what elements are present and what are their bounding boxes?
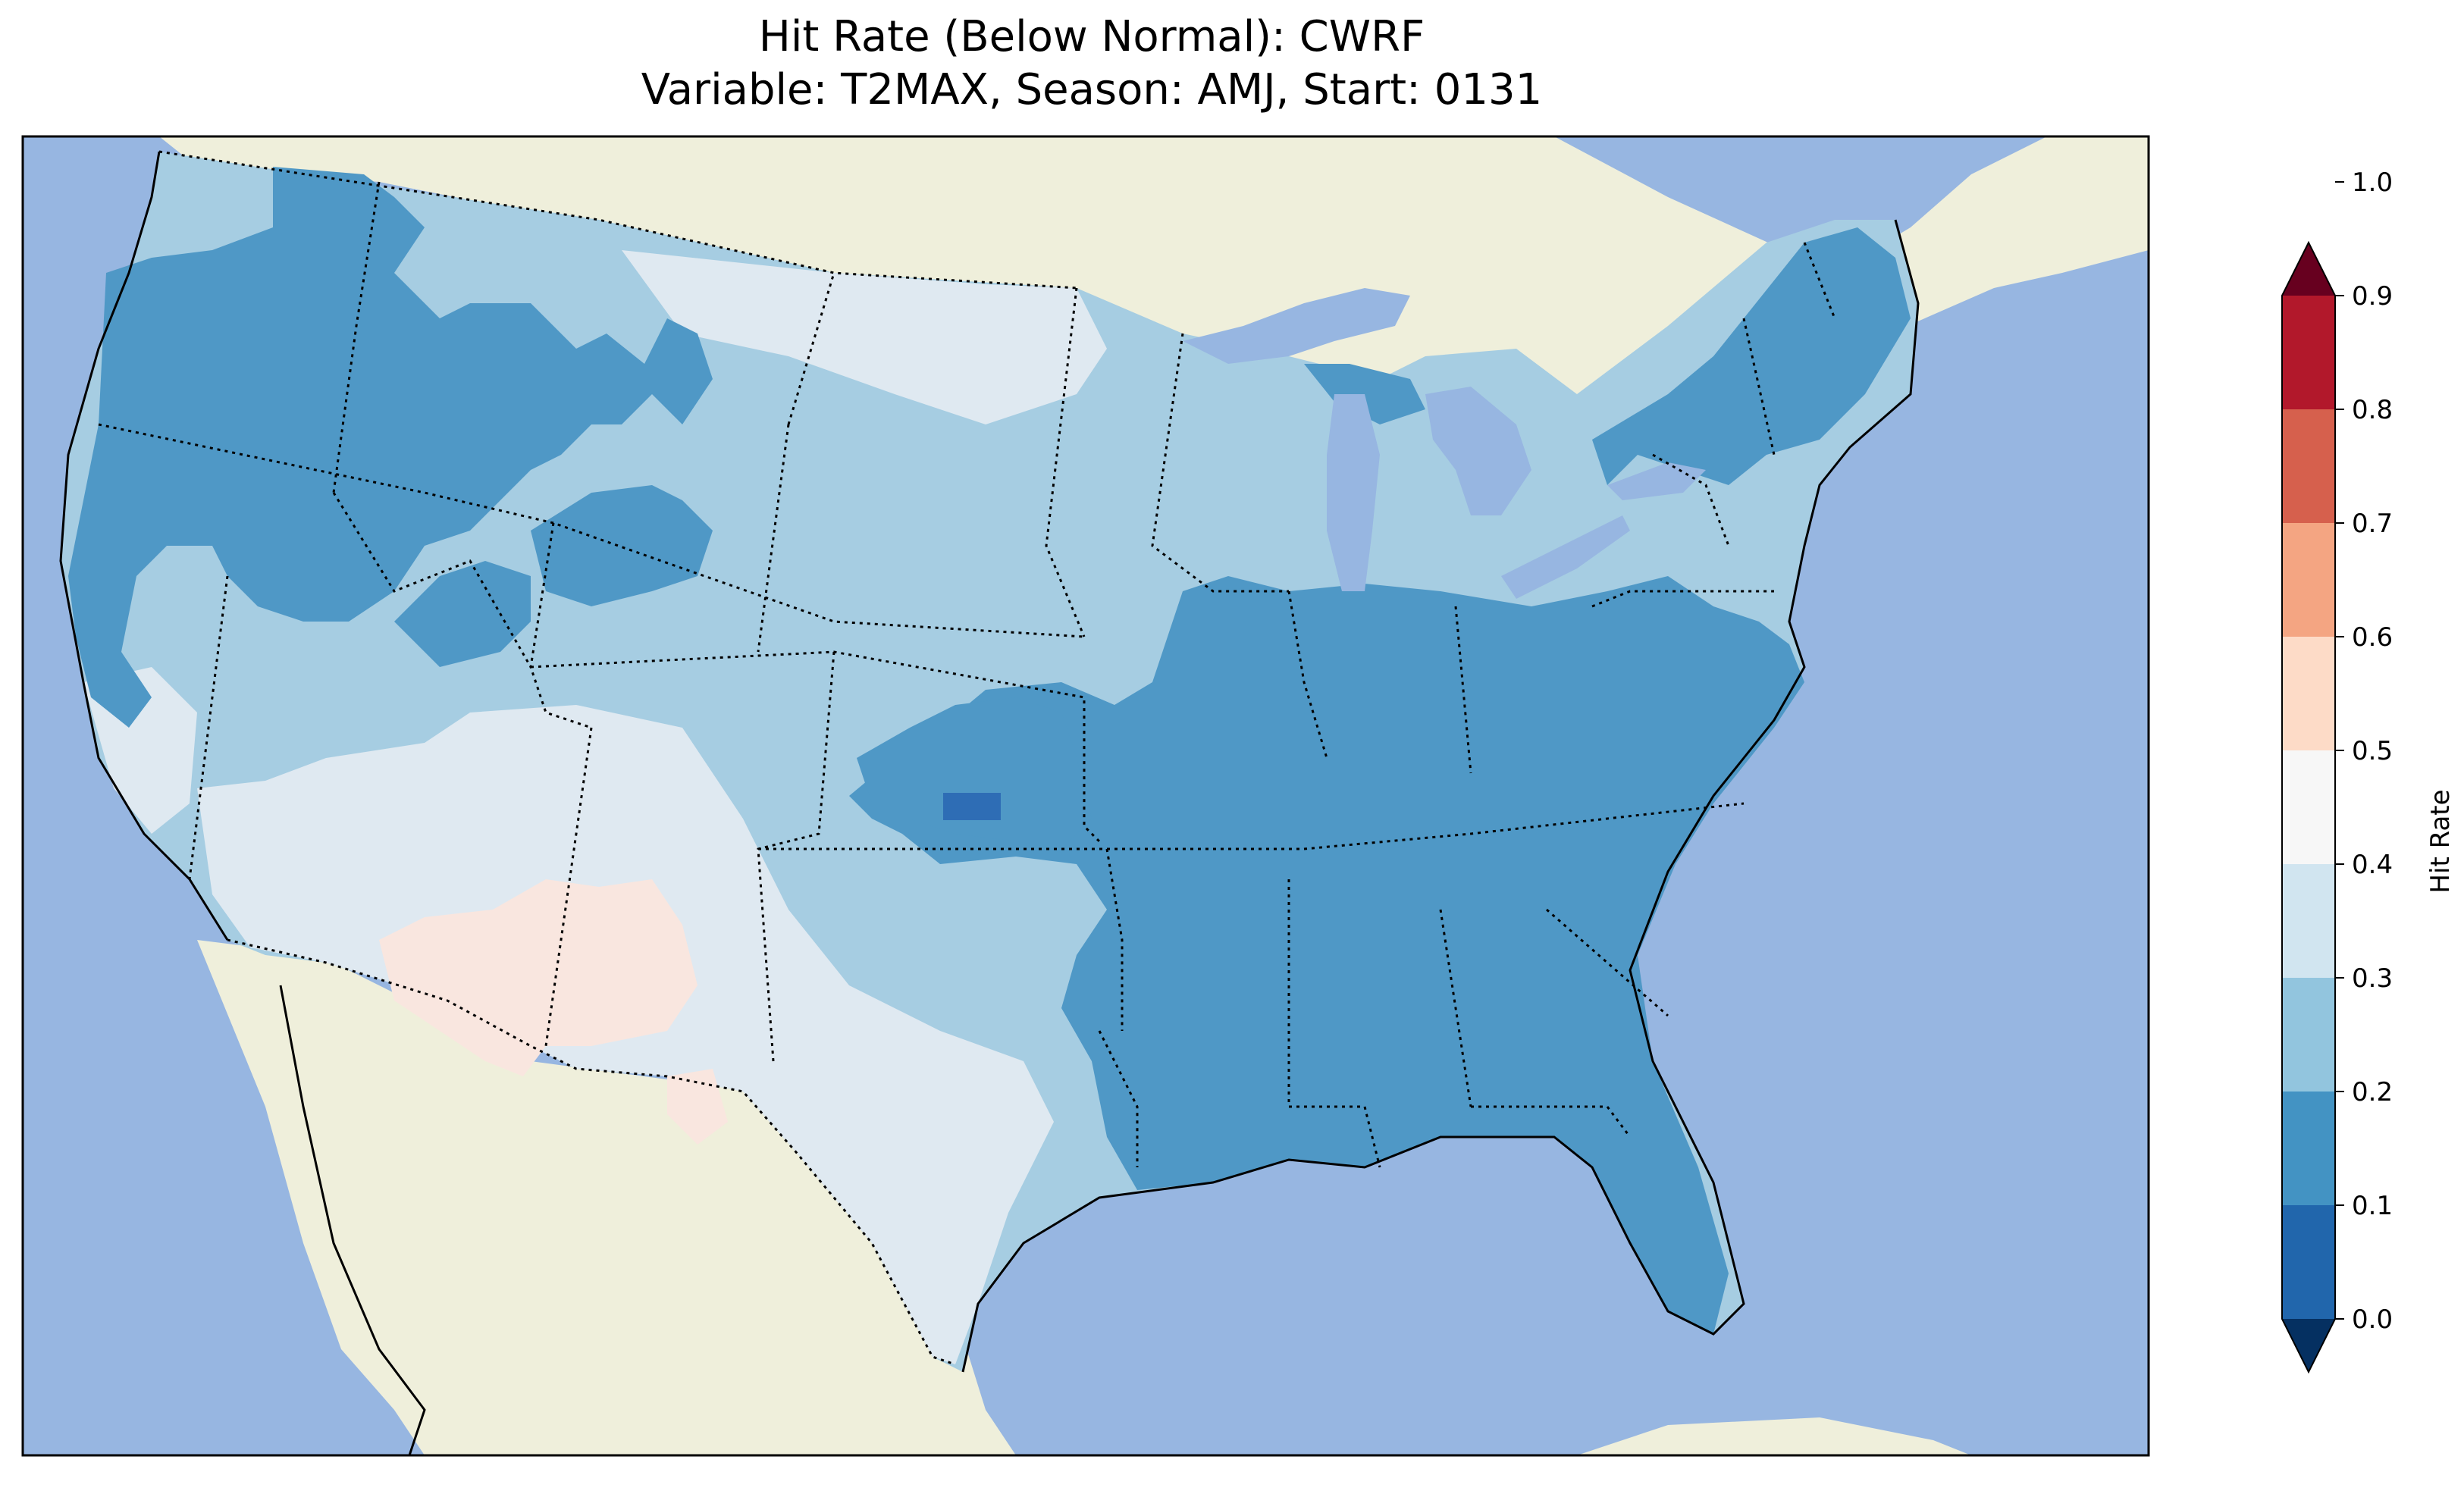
- colorbar-tick-label: 0.0: [2352, 1305, 2393, 1335]
- colorbar-tick-label: 0.1: [2352, 1191, 2393, 1221]
- colorbar-band: [2282, 864, 2335, 978]
- colorbar-tick-label: 0.2: [2352, 1077, 2393, 1107]
- map-frame: [21, 135, 2150, 1457]
- baja-coastline: [279, 985, 426, 1455]
- colorbar-tick-label: 0.8: [2352, 395, 2393, 425]
- mexico-land: [197, 940, 1016, 1455]
- kansas-mid-region: [857, 697, 1092, 849]
- colorbar-band: [2282, 978, 2335, 1092]
- gulf-coastline: [961, 219, 1920, 1373]
- lake-superior: [1183, 288, 1410, 364]
- cuba-land: [1577, 1417, 1971, 1455]
- colorbar-band: [2282, 409, 2335, 523]
- texas-pink-spot: [667, 1069, 728, 1145]
- map-panel: [23, 136, 2149, 1455]
- idaho-mid-region: [394, 561, 531, 667]
- pacific-nw-mid-region: [68, 167, 713, 728]
- colorbar-band: [2282, 296, 2335, 409]
- lake-huron: [1425, 387, 1531, 515]
- colorbar: 0.0 0.1 0.2 0.3 0.4 0.5 0.6 0.7 0.8 0.9 1.0: [2281, 168, 2393, 1374]
- lake-michigan: [1327, 394, 1380, 591]
- title-line-2: Variable: T2MAX, Season: AMJ, Start: 013…: [641, 65, 1543, 114]
- arizona-nm-pink-region: [379, 879, 698, 1076]
- colorbar-extend-min: [2282, 1319, 2335, 1372]
- map-title: Hit Rate (Below Normal): CWRF Variable: …: [0, 11, 2183, 117]
- colorbar-band: [2282, 1092, 2335, 1205]
- colorbar-extend-max: [2282, 243, 2335, 296]
- colorbar-tick-label: 0.4: [2352, 850, 2393, 880]
- colorbar-band: [2282, 637, 2335, 750]
- colorbar-band: [2282, 1205, 2335, 1319]
- colorbar-tick-label: 1.0: [2352, 168, 2393, 198]
- kansas-dark-spot: [943, 793, 1001, 820]
- colorbar-label: Hit Rate: [2425, 789, 2456, 893]
- colorbar-band: [2282, 523, 2335, 637]
- eastern-mid-region: [849, 576, 1804, 1334]
- colorbar-tick-label: 0.9: [2352, 281, 2393, 312]
- colorbar-tick-label: 0.6: [2352, 622, 2393, 653]
- title-line-1: Hit Rate (Below Normal): CWRF: [758, 12, 1425, 61]
- colorbar-band: [2282, 750, 2335, 864]
- lake-erie: [1501, 515, 1630, 599]
- colorbar-tick-label: 0.5: [2352, 736, 2393, 766]
- wyoming-mid-region: [531, 485, 713, 606]
- colorbar-tick-label: 0.3: [2352, 963, 2393, 994]
- colorbar-tick-label: 0.7: [2352, 509, 2393, 539]
- political-borders: [98, 150, 1836, 1366]
- montana-light-region: [622, 250, 1107, 424]
- west-coastline: [59, 151, 229, 941]
